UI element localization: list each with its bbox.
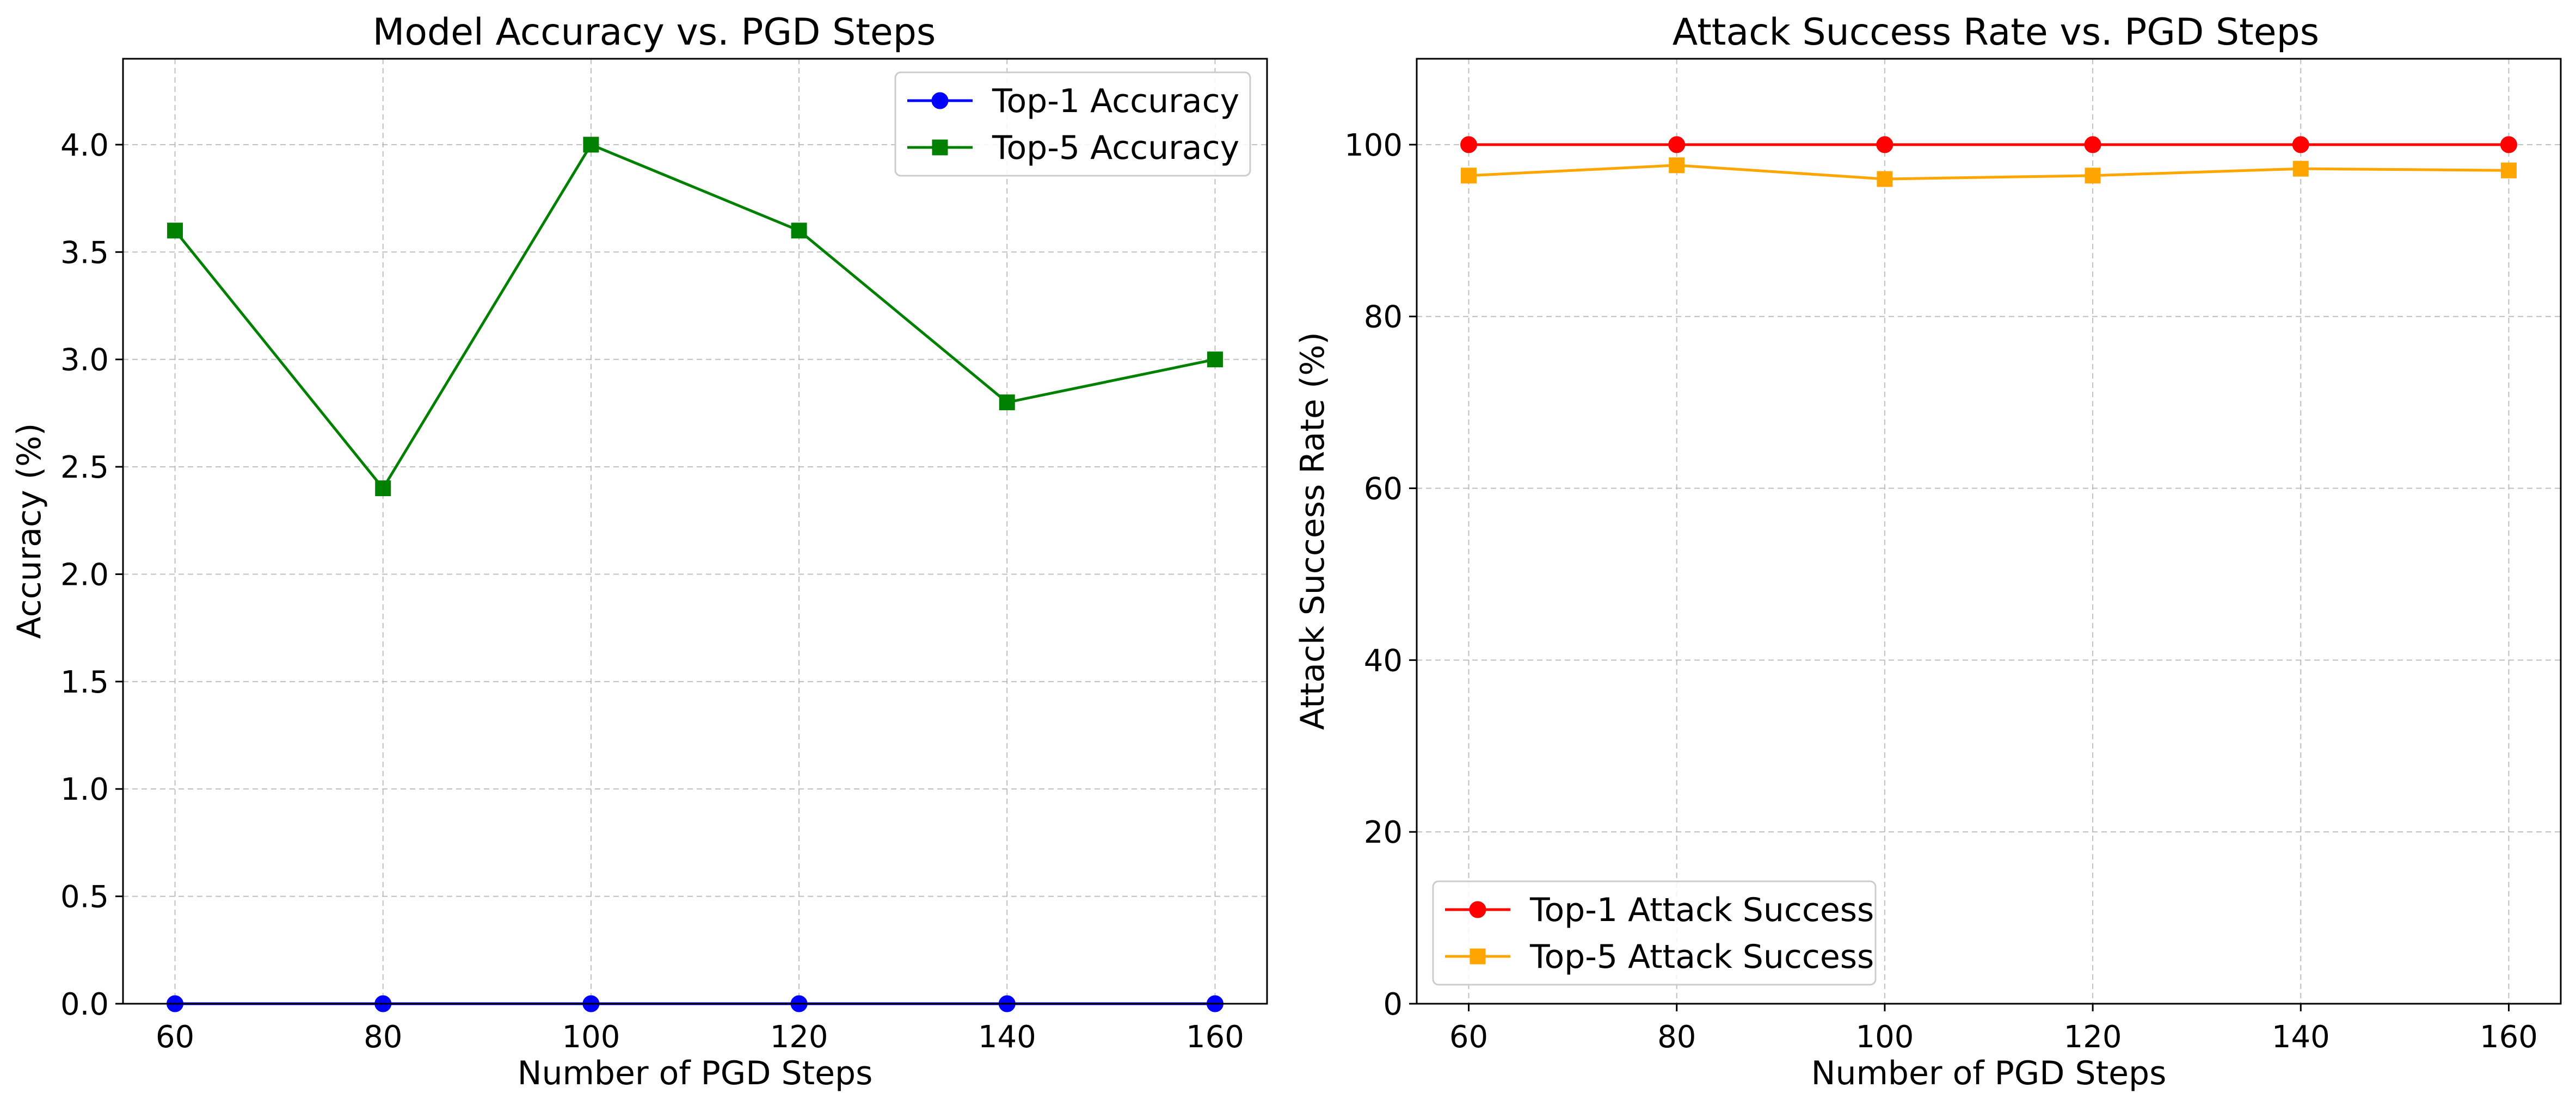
- attack-success-chart-series-2-point: [1669, 157, 1685, 174]
- attack-success-chart-series-2-point: [2085, 168, 2101, 184]
- attack-success-chart-legend-marker: [1470, 948, 1486, 965]
- attack-success-chart-x-tick-label: 140: [2272, 1020, 2330, 1055]
- accuracy-chart-ticks: 60 80 100 120 140 160 0.0 0.5 1.0 1.5 2.0 2.5 3.0 3.5…: [60, 128, 1244, 1055]
- attack-success-chart-x-tick-label: 120: [2064, 1020, 2122, 1055]
- accuracy-chart-series-2-point: [791, 223, 807, 239]
- accuracy-chart: Model Accuracy vs. PGD Steps 60 80 100 120 1…: [10, 11, 1268, 1092]
- accuracy-chart-y-tick-label: 2.5: [60, 450, 109, 485]
- attack-success-chart-series-2-point: [2292, 160, 2309, 177]
- accuracy-chart-y-tick-label: 1.5: [60, 665, 109, 700]
- accuracy-chart-y-tick-label: 3.5: [60, 235, 109, 270]
- accuracy-chart-legend-label: Top-1 Accuracy: [992, 82, 1239, 120]
- attack-success-chart-legend-box: [1432, 880, 1877, 986]
- accuracy-chart-y-tick-label: 4.0: [60, 128, 109, 163]
- attack-success-chart-series-1-point: [1460, 136, 1478, 153]
- accuracy-chart-y-tick-label: 3.0: [60, 343, 109, 378]
- accuracy-chart-series-2-point: [375, 480, 391, 497]
- accuracy-chart-series-2-point: [583, 137, 599, 153]
- accuracy-chart-y-axis-label: Accuracy (%): [10, 423, 48, 639]
- attack-success-chart-series-2-line: [1468, 164, 2509, 181]
- accuracy-chart-y-tick-label: 1.0: [60, 772, 109, 807]
- accuracy-chart-legend-box: [894, 71, 1251, 177]
- accuracy-chart-x-tick-label: 140: [978, 1020, 1036, 1055]
- attack-success-chart-series-1-point: [2292, 136, 2309, 153]
- accuracy-chart-x-tick-label: 120: [770, 1020, 828, 1055]
- accuracy-chart-y-tick-label: 0.0: [60, 987, 109, 1022]
- attack-success-chart-plot-frame: [1416, 58, 2562, 1005]
- attack-success-chart-x-axis-label: Number of PGD Steps: [1811, 1054, 2167, 1092]
- attack-success-chart-x-tick-label: 80: [1657, 1020, 1696, 1055]
- attack-success-chart-title: Attack Success Rate vs. PGD Steps: [1673, 11, 2319, 54]
- accuracy-chart-series-2-point: [167, 223, 183, 239]
- attack-success-chart-legend-marker: [1469, 901, 1486, 918]
- attack-success-chart-legend-label: Top-5 Attack Success: [1529, 938, 1874, 976]
- attack-success-chart-series-2-point: [1461, 168, 1477, 184]
- accuracy-chart-x-tick-label: 100: [562, 1020, 620, 1055]
- attack-success-chart-y-tick-label: 20: [1364, 815, 1403, 850]
- accuracy-chart-series-2-line: [174, 143, 1215, 491]
- attack-success-chart-y-tick-label: 40: [1364, 643, 1403, 678]
- attack-success-chart-y-axis-label: Attack Success Rate (%): [1294, 332, 1332, 730]
- accuracy-chart-y-tick-label: 2.0: [60, 557, 109, 592]
- attack-success-chart-series-1-point: [1668, 136, 1686, 153]
- attack-success-chart-series-1-point: [1876, 136, 1893, 153]
- attack-success-chart-legend-label: Top-1 Attack Success: [1529, 891, 1874, 929]
- accuracy-chart-plot-frame: [122, 58, 1268, 1005]
- attack-success-chart-y-tick-label: 80: [1364, 300, 1403, 335]
- attack-success-chart-y-tick-label: 0: [1383, 987, 1403, 1022]
- accuracy-chart-y-tick-label: 0.5: [60, 880, 109, 915]
- attack-success-chart-y-tick-label: 60: [1364, 472, 1403, 507]
- attack-success-chart: Attack Success Rate vs. PGD Steps 60 80 10…: [1294, 11, 2562, 1092]
- accuracy-chart-legend-marker: [931, 92, 949, 109]
- attack-success-chart-legend: Top-1 Attack Success Top-5 Attack Success: [1432, 880, 1877, 986]
- attack-success-chart-y-tick-label: 100: [1344, 128, 1403, 163]
- attack-success-chart-x-tick-label: 60: [1449, 1020, 1488, 1055]
- attack-success-chart-series-2-point: [1877, 171, 1893, 187]
- attack-success-chart-series-1-point: [2500, 136, 2517, 153]
- attack-success-chart-series-1-point: [2084, 136, 2101, 153]
- accuracy-chart-title: Model Accuracy vs. PGD Steps: [373, 11, 936, 54]
- accuracy-chart-x-tick-label: 60: [156, 1020, 194, 1055]
- attack-success-chart-ticks: 60 80 100 120 140 160 0 20 40 60 80 100: [1344, 128, 2538, 1055]
- accuracy-chart-legend-marker: [932, 139, 948, 156]
- attack-success-chart-series-2-point: [2500, 162, 2517, 178]
- attack-success-chart-x-tick-label: 160: [2480, 1020, 2538, 1055]
- accuracy-chart-x-axis-label: Number of PGD Steps: [518, 1054, 873, 1092]
- accuracy-chart-series-2-point: [999, 394, 1015, 411]
- accuracy-chart-series-2-point: [1207, 351, 1223, 368]
- accuracy-chart-legend-label: Top-5 Accuracy: [992, 129, 1239, 167]
- accuracy-chart-x-tick-label: 160: [1186, 1020, 1244, 1055]
- accuracy-chart-legend: Top-1 Accuracy Top-5 Accuracy: [894, 71, 1251, 177]
- attack-success-chart-x-tick-label: 100: [1855, 1020, 1914, 1055]
- accuracy-chart-x-tick-label: 80: [364, 1020, 402, 1055]
- attack-success-chart-series: [1460, 136, 2517, 187]
